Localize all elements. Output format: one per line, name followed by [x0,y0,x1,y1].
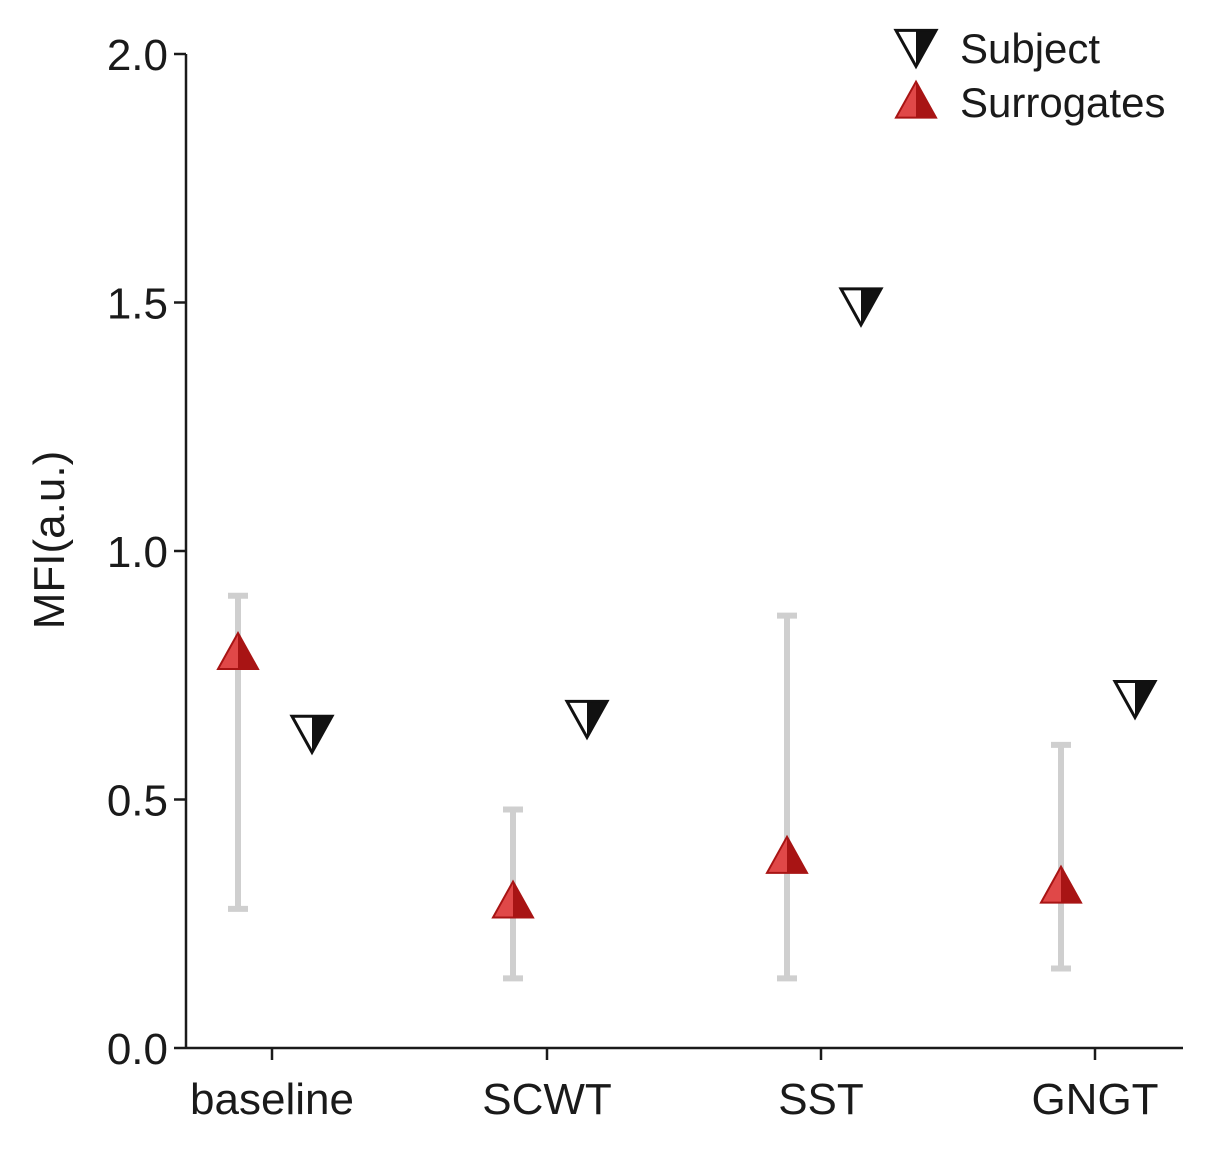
legend-label-subject: Subject [960,25,1100,72]
legend-surrogates-marker [894,79,938,119]
subject-point-SST [838,287,884,328]
x-tick-label: GNGT [1031,1075,1158,1124]
x-tick-label: SCWT [482,1075,612,1124]
y-tick-label: 1.5 [107,280,168,329]
subject-point-GNGT [1112,679,1158,721]
subject-marker-outline [564,699,610,741]
legend: Subject Surrogates [893,25,1165,126]
data-points [216,287,1158,919]
surrogates-point-SCWT [491,879,535,919]
x-tick-label: SST [778,1075,864,1124]
x-tick-label: baseline [190,1075,354,1124]
surrogates-point-SST [765,834,809,874]
y-tick-label: 2.0 [107,31,168,80]
legend-subject-marker [893,28,939,70]
subject-marker-outline [289,714,335,756]
subject-point-SCWT [564,699,610,741]
axes: 0.0 0.5 1.0 1.5 2.0 baseline SCWT SST GNGT MFI(a.… [25,31,1183,1124]
surrogates-point-baseline [216,630,260,671]
y-axis-title: MFI(a.u.) [25,451,74,629]
y-tick-label: 0.5 [107,777,168,826]
y-tick-label: 1.0 [107,528,168,577]
y-tick-label: 0.0 [107,1025,168,1074]
subject-marker-outline [893,28,939,70]
subject-point-baseline [289,714,335,756]
legend-label-surrogates: Surrogates [960,79,1165,126]
subject-marker-outline [1112,679,1158,721]
surrogates-point-GNGT [1039,864,1083,904]
subject-marker-outline [838,287,884,328]
error-bars [228,592,1071,982]
